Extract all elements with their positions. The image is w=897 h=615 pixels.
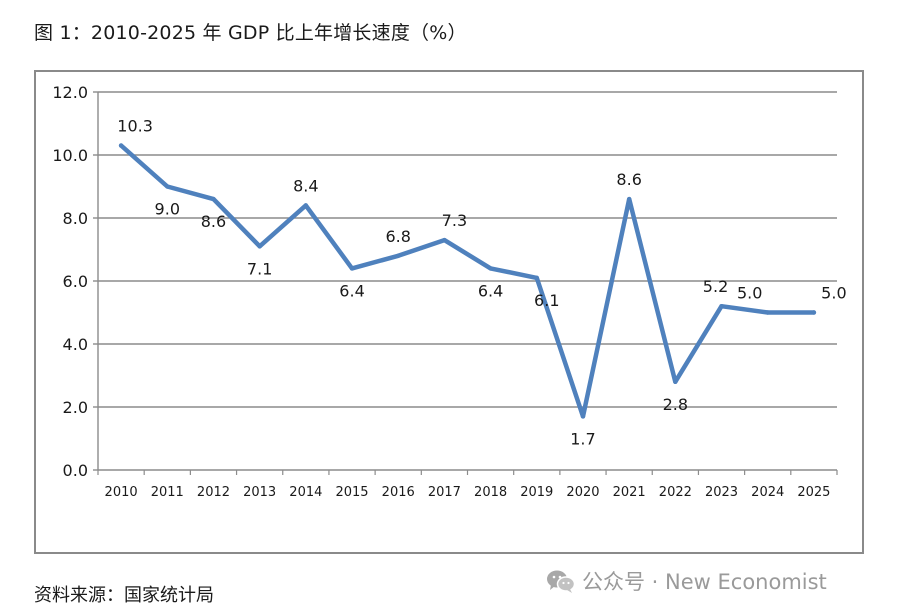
wechat-icon xyxy=(547,570,576,593)
x-tick-label: 2021 xyxy=(613,485,646,500)
data-label: 8.4 xyxy=(293,176,318,195)
x-tick-label: 2022 xyxy=(659,485,692,500)
x-tick-label: 2010 xyxy=(105,485,138,500)
y-tick-label: 4.0 xyxy=(63,335,88,354)
data-label: 6.4 xyxy=(339,281,364,300)
x-tick-label: 2024 xyxy=(751,485,784,500)
watermark: 公众号 · New Economist xyxy=(546,566,827,596)
x-tick-label: 2018 xyxy=(474,485,507,500)
x-tick-label: 2016 xyxy=(382,485,415,500)
x-tick-label: 2015 xyxy=(335,485,368,500)
watermark-text: 公众号 · New Economist xyxy=(582,570,827,594)
data-point xyxy=(580,414,586,419)
data-point xyxy=(719,304,724,309)
data-point xyxy=(257,244,262,249)
data-point xyxy=(811,310,817,315)
chart-title: 图 1：2010-2025 年 GDP 比上年增长速度（%） xyxy=(34,22,467,44)
series-line xyxy=(118,143,817,419)
y-tick-label: 8.0 xyxy=(63,209,88,228)
x-tick-label: 2014 xyxy=(289,485,322,500)
data-label: 5.2 xyxy=(703,277,728,296)
y-tick-label: 0.0 xyxy=(63,461,88,480)
x-tick-label: 2011 xyxy=(151,485,184,500)
y-tick-label: 2.0 xyxy=(63,398,88,417)
x-tick-label: 2012 xyxy=(197,485,230,500)
data-label: 6.4 xyxy=(478,281,503,300)
y-tick-label: 10.0 xyxy=(52,146,88,165)
y-tick-label: 12.0 xyxy=(52,83,88,102)
data-label: 6.1 xyxy=(534,291,559,310)
data-point xyxy=(442,237,447,243)
data-label: 6.8 xyxy=(385,227,410,246)
data-point xyxy=(303,203,309,208)
data-label: 5.0 xyxy=(737,284,762,303)
chart-frame xyxy=(34,70,864,554)
data-point xyxy=(765,310,770,315)
data-point xyxy=(165,184,170,189)
data-label: 7.1 xyxy=(247,259,272,278)
data-label: 9.0 xyxy=(155,200,180,219)
x-tick-label: 2025 xyxy=(797,485,830,500)
x-tick-label: 2017 xyxy=(428,485,461,500)
x-tick-label: 2019 xyxy=(520,485,553,500)
data-label: 1.7 xyxy=(570,429,595,448)
y-tick-label: 6.0 xyxy=(63,272,88,291)
data-label: 7.3 xyxy=(442,211,467,230)
data-label: 8.6 xyxy=(616,170,641,189)
source-note: 资料来源：国家统计局 xyxy=(34,585,214,606)
data-point xyxy=(118,143,124,148)
data-point xyxy=(673,379,678,384)
data-label: 8.6 xyxy=(201,212,226,231)
data-point xyxy=(488,266,493,271)
data-point xyxy=(396,253,401,258)
data-label: 10.3 xyxy=(117,117,153,136)
data-point xyxy=(534,275,539,281)
data-point xyxy=(211,196,216,202)
x-tick-label: 2023 xyxy=(705,485,738,500)
data-label: 5.0 xyxy=(821,284,846,303)
data-label: 2.8 xyxy=(663,395,688,414)
data-point xyxy=(349,266,355,271)
x-tick-label: 2013 xyxy=(243,485,276,500)
x-tick-label: 2020 xyxy=(566,485,599,500)
data-point xyxy=(626,196,632,202)
